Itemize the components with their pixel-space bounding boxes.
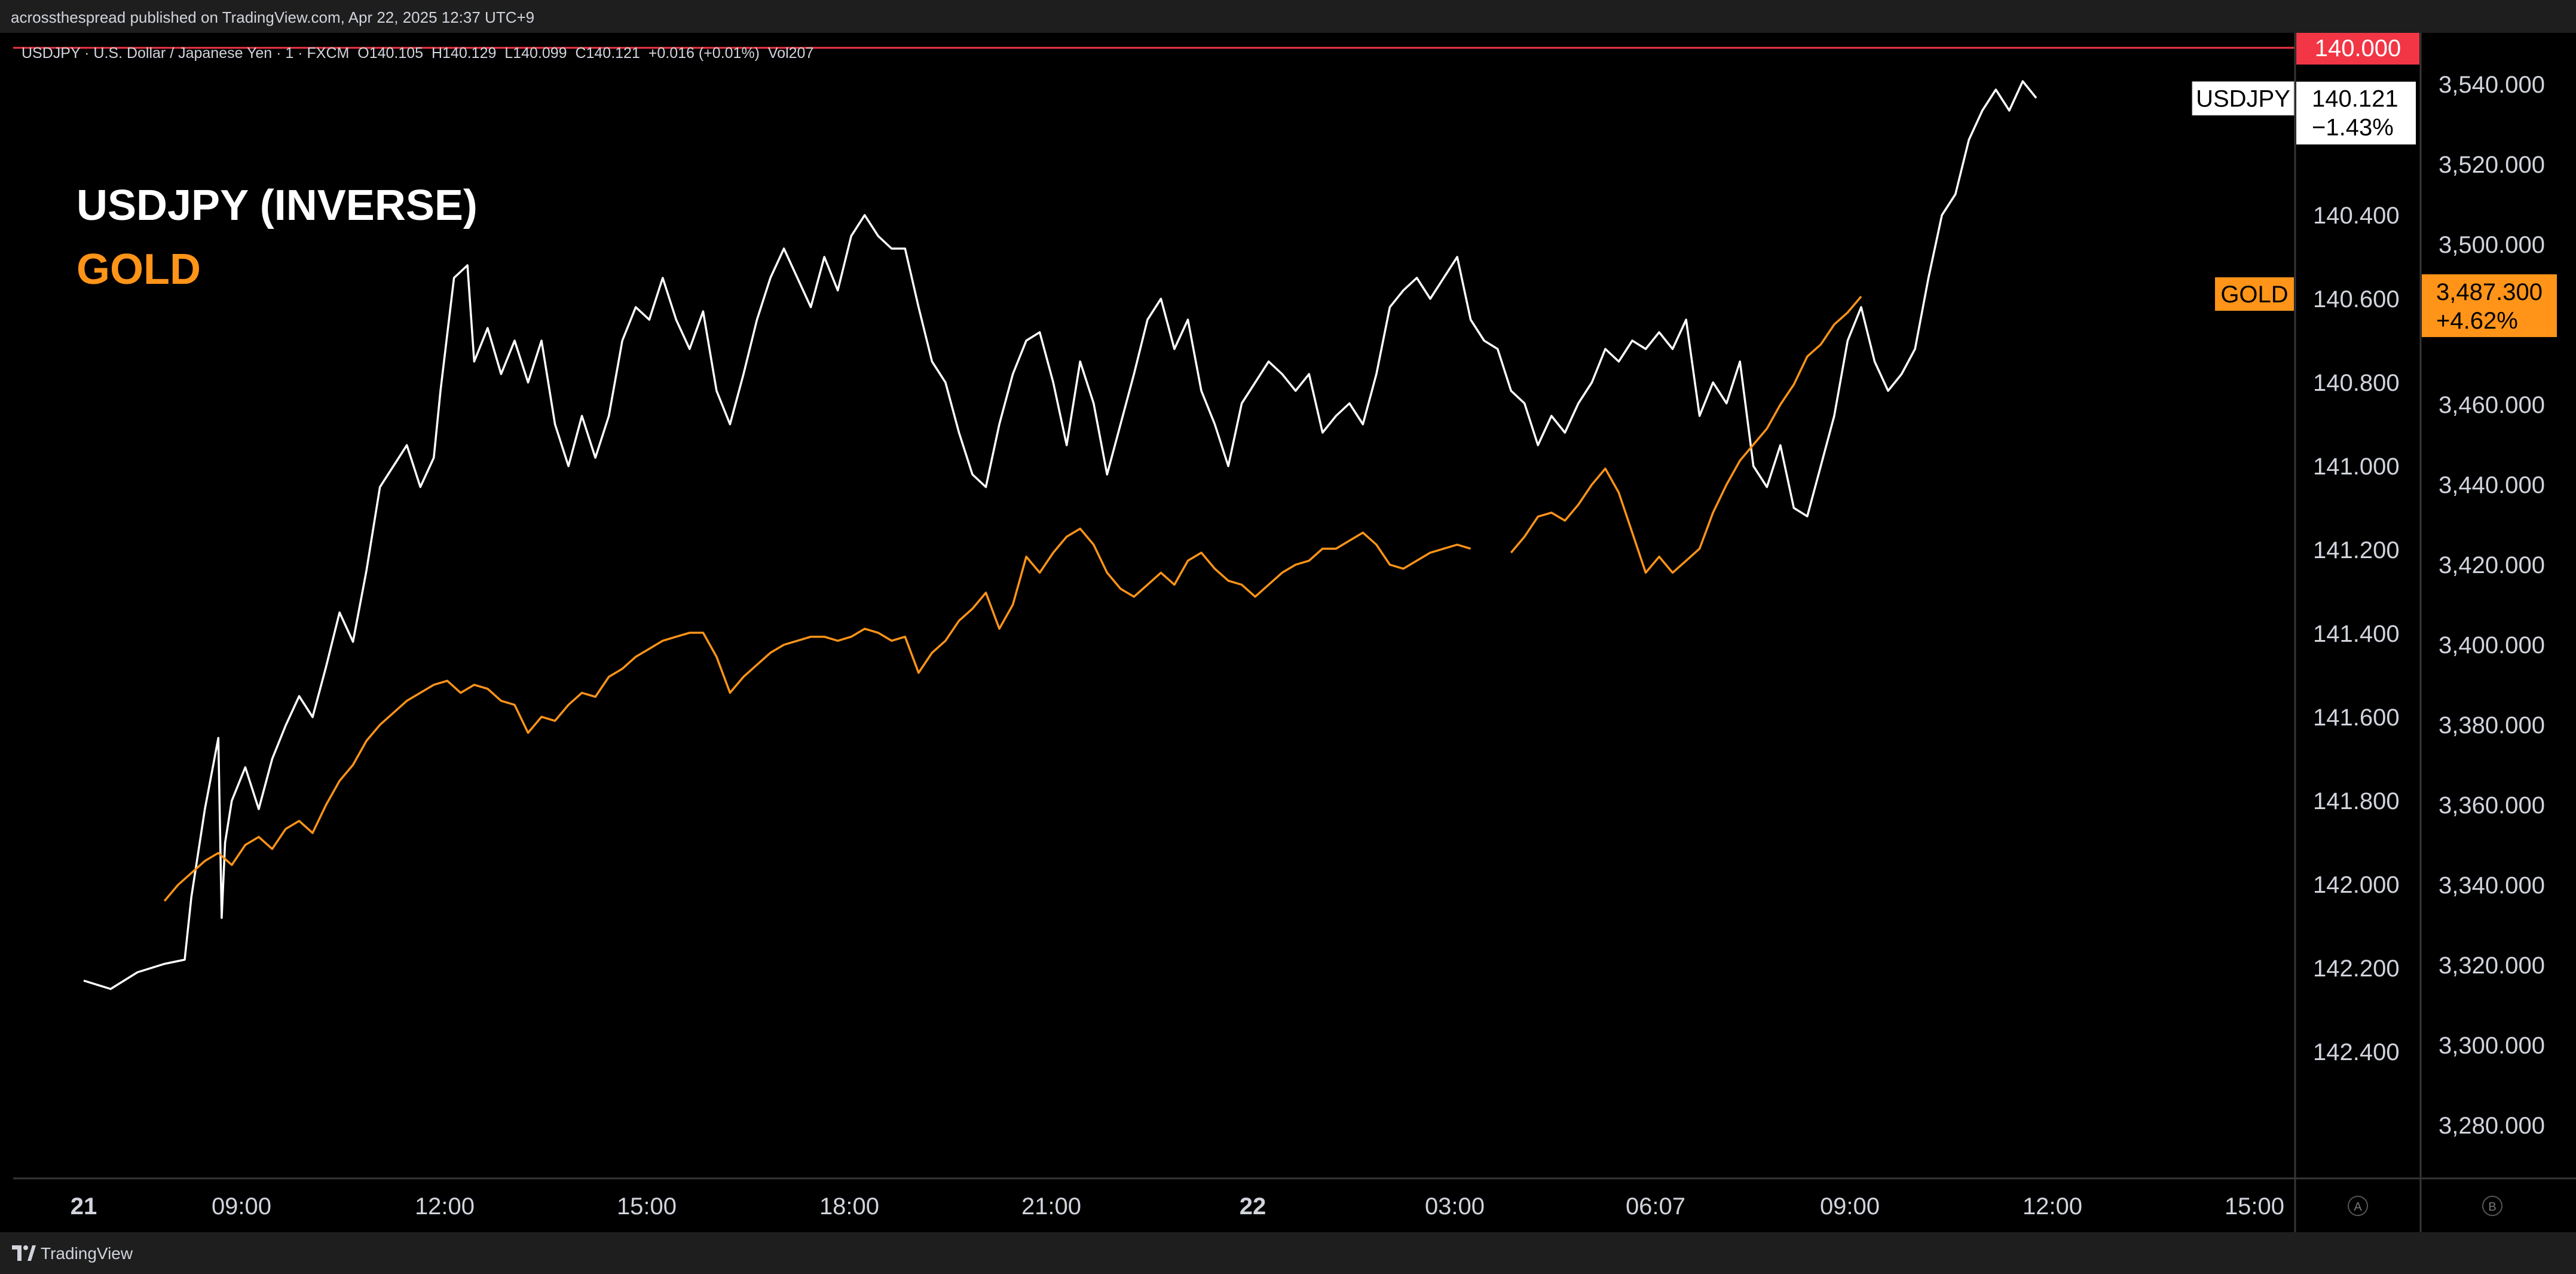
right-axis-tick: 3,400.000	[2439, 632, 2545, 659]
right-axis-tick: 3,500.000	[2439, 232, 2545, 258]
left-axis-tick: 140.600	[2313, 286, 2400, 313]
left-axis-tick: 142.400	[2313, 1039, 2400, 1065]
gold-name-tag: GOLD	[2220, 281, 2288, 308]
time-axis-tick: 21:00	[1021, 1193, 1081, 1220]
usdjpy-name-tag-bg	[2192, 81, 2294, 116]
time-axis-tick: 09:00	[212, 1193, 271, 1220]
usdjpy-last-value-bg	[2296, 81, 2416, 145]
time-axis-tick: 03:00	[1425, 1193, 1485, 1220]
time-axis-tick: 15:00	[2225, 1193, 2284, 1220]
gold-name-tag-bg	[2215, 277, 2294, 311]
gold-change: +4.62%	[2436, 308, 2518, 334]
price-label-140-bg	[2296, 31, 2419, 65]
scale-button-a[interactable]	[2348, 1196, 2368, 1216]
right-axis-tick: 3,440.000	[2439, 472, 2545, 498]
left-axis-tick: 140.400	[2313, 203, 2400, 229]
right-axis-tick: 3,300.000	[2439, 1033, 2545, 1059]
usdjpy-last-value: 140.121	[2312, 86, 2398, 112]
tradingview-logo-icon	[12, 1245, 36, 1261]
right-axis-tick: 3,360.000	[2439, 792, 2545, 819]
gold-last-value-bg	[2422, 274, 2557, 338]
scale-button-b[interactable]	[2482, 1196, 2502, 1216]
time-axis-tick: 12:00	[415, 1193, 475, 1220]
gold-last-value: 3,487.300	[2436, 279, 2543, 305]
publish-header: acrossthespread published on TradingView…	[0, 0, 2576, 33]
annotation-usdjpy: USDJPY (INVERSE)	[77, 182, 478, 229]
right-axis-tick: 3,540.000	[2439, 72, 2545, 98]
right-axis-tick: 3,340.000	[2439, 872, 2545, 899]
right-axis-tick: 3,280.000	[2439, 1113, 2545, 1139]
left-axis-tick: 141.800	[2313, 788, 2400, 814]
series-line-usdjpy	[83, 80, 2037, 990]
left-axis-tick: 141.000	[2313, 454, 2400, 480]
left-axis-tick: 141.200	[2313, 537, 2400, 564]
series-line-gold	[163, 295, 1862, 902]
left-axis-tick: 142.200	[2313, 956, 2400, 982]
right-axis-tick: 3,380.000	[2439, 712, 2545, 739]
publish-text: acrossthespread published on TradingView…	[11, 8, 535, 26]
time-axis-tick: 18:00	[819, 1193, 879, 1220]
usdjpy-change: −1.43%	[2312, 115, 2394, 141]
time-axis-tick: 06:07	[1626, 1193, 1685, 1220]
annotation-gold: GOLD	[77, 246, 201, 293]
right-axis-tick: 3,460.000	[2439, 392, 2545, 418]
price-label-140: 140.000	[2315, 35, 2401, 62]
left-axis-tick: 140.800	[2313, 370, 2400, 396]
footer-brand: TradingView	[41, 1244, 133, 1263]
left-axis-tick: 141.600	[2313, 705, 2400, 731]
left-axis-tick: 142.000	[2313, 872, 2400, 898]
right-axis-tick: 3,320.000	[2439, 953, 2545, 979]
usdjpy-name-tag: USDJPY	[2196, 86, 2290, 112]
time-axis-tick: 21	[71, 1193, 97, 1220]
scale-button-label: A	[2354, 1200, 2362, 1214]
left-axis-tick: 141.400	[2313, 621, 2400, 647]
right-axis-tick: 3,520.000	[2439, 152, 2545, 178]
time-axis-tick: 15:00	[617, 1193, 677, 1220]
time-axis-tick: 22	[1240, 1193, 1266, 1220]
chart-legend: USDJPY · U.S. Dollar / Japanese Yen · 1 …	[22, 45, 813, 62]
scale-button-label: B	[2488, 1200, 2496, 1214]
right-axis-tick: 3,420.000	[2439, 552, 2545, 578]
time-axis-tick: 09:00	[1820, 1193, 1880, 1220]
footer-bar: TradingView	[0, 1232, 2576, 1274]
time-axis-tick: 12:00	[2023, 1193, 2082, 1220]
